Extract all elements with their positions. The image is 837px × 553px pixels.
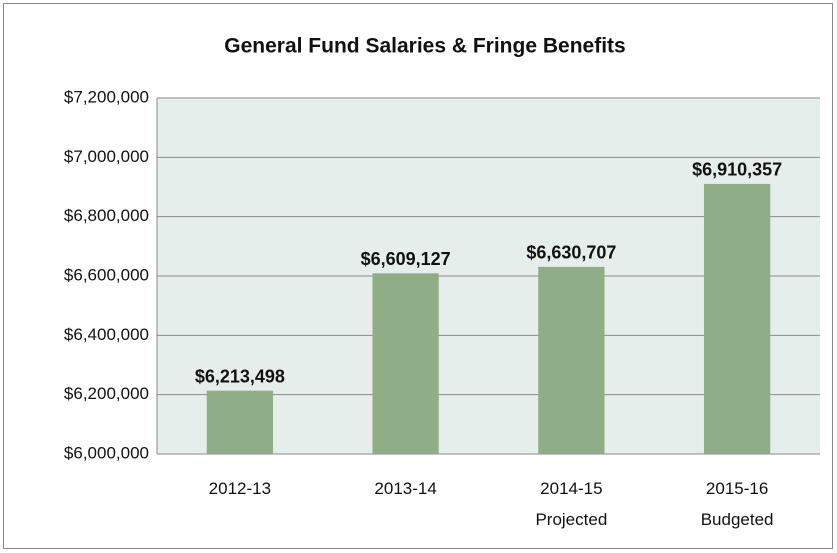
chart-title: General Fund Salaries & Fringe Benefits bbox=[224, 35, 625, 58]
x-tick-label-line: 2015-16 bbox=[706, 479, 768, 498]
y-tick-label: $6,200,000 bbox=[64, 384, 149, 403]
y-tick-label: $6,800,000 bbox=[64, 206, 149, 225]
x-tick-label: 2014-15 Projected bbox=[535, 479, 607, 529]
x-tick-label-line: Projected bbox=[535, 510, 607, 529]
y-tick-label: $7,200,000 bbox=[64, 87, 149, 106]
y-tick-label: $6,400,000 bbox=[64, 325, 149, 344]
bar bbox=[206, 390, 274, 454]
bar bbox=[703, 183, 771, 454]
x-tick-label: 2013-14 bbox=[374, 479, 436, 498]
x-tick-label: 2012-13 bbox=[209, 479, 271, 498]
x-tick-label-line: 2013-14 bbox=[374, 479, 436, 498]
value-label: $6,213,498 bbox=[195, 366, 285, 386]
x-tick-label-line: 2012-13 bbox=[209, 479, 271, 498]
value-label: $6,910,357 bbox=[692, 160, 782, 180]
bar bbox=[372, 273, 439, 454]
x-tick-label: 2015-16 Budgeted bbox=[701, 479, 774, 529]
y-tick-label: $6,000,000 bbox=[64, 443, 149, 462]
y-tick-label: $6,600,000 bbox=[64, 265, 149, 284]
value-label: $6,609,127 bbox=[361, 249, 451, 269]
y-tick-label: $7,000,000 bbox=[64, 147, 149, 166]
value-label: $6,630,707 bbox=[526, 243, 616, 263]
x-tick-label-line: 2014-15 bbox=[540, 479, 602, 498]
bar bbox=[538, 266, 605, 454]
x-tick-label-line: Budgeted bbox=[701, 510, 774, 529]
